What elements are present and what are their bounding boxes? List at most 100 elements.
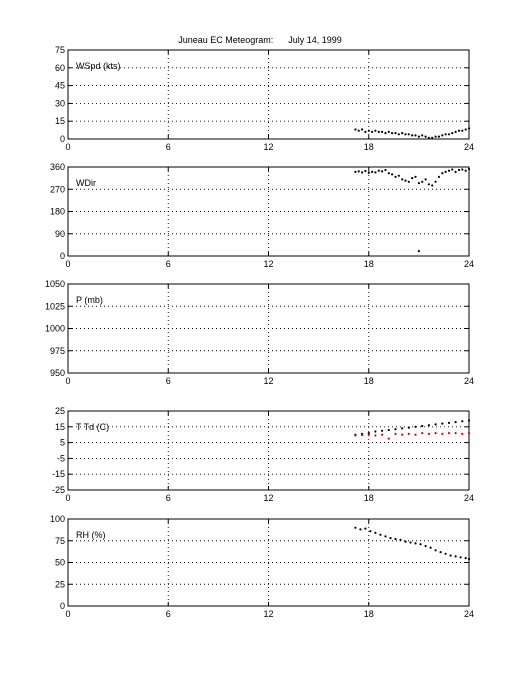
data-point <box>459 556 462 559</box>
panel-label: WSpd (kts) <box>76 61 121 71</box>
y-tick-label: -5 <box>57 453 65 463</box>
x-tick-label: 18 <box>364 493 374 503</box>
y-tick-label: 90 <box>55 229 65 239</box>
data-point <box>407 426 410 429</box>
y-tick-label: 0 <box>60 134 65 144</box>
data-point <box>467 432 471 435</box>
x-tick-label: 24 <box>464 609 474 619</box>
y-tick-label: 975 <box>50 346 65 356</box>
y-tick-label: 1050 <box>45 279 65 289</box>
data-point <box>417 182 420 185</box>
data-point <box>409 541 412 544</box>
x-tick-label: 24 <box>464 493 474 503</box>
data-point <box>394 432 397 435</box>
data-point <box>411 177 414 180</box>
data-point <box>369 530 372 533</box>
y-tick-label: 950 <box>50 368 65 378</box>
data-point <box>401 178 404 181</box>
figure-title: Juneau EC Meteogram: July 14, 1999 <box>178 35 342 45</box>
series-0 <box>354 526 471 561</box>
y-tick-label: -15 <box>52 469 65 479</box>
y-tick-label: 15 <box>55 422 65 432</box>
data-point <box>404 133 407 136</box>
data-point <box>467 127 471 130</box>
panel-4: 0 6 12 18 24 0 25 50 75 100 RH (%) <box>50 514 474 619</box>
data-point <box>434 432 437 435</box>
data-point <box>387 130 390 133</box>
data-point <box>421 424 424 428</box>
data-point <box>414 425 417 428</box>
data-point <box>431 136 434 139</box>
y-tick-label: 1025 <box>45 301 65 311</box>
y-tick-label: 75 <box>55 536 65 546</box>
data-point <box>454 130 457 133</box>
x-tick-label: 12 <box>263 609 273 619</box>
data-point <box>394 537 397 541</box>
data-point <box>407 432 410 435</box>
data-point <box>444 170 447 173</box>
data-point <box>447 421 451 424</box>
data-point <box>441 134 444 137</box>
panel-label: RH (%) <box>76 530 106 540</box>
data-point <box>399 538 402 542</box>
data-point <box>354 128 357 131</box>
y-tick-label: 50 <box>55 558 65 568</box>
data-point <box>367 433 370 436</box>
data-point <box>427 183 430 186</box>
x-tick-label: 6 <box>166 259 171 269</box>
data-point <box>414 175 417 178</box>
y-tick-label: -25 <box>52 485 65 495</box>
data-point <box>429 546 432 549</box>
data-point <box>387 172 390 175</box>
data-point <box>421 180 424 183</box>
data-point <box>391 132 394 135</box>
x-tick-label: 6 <box>166 376 171 386</box>
data-point <box>421 432 424 435</box>
y-tick-label: 30 <box>55 98 65 108</box>
data-point <box>407 180 410 183</box>
data-point <box>437 175 440 178</box>
data-point <box>434 135 437 138</box>
data-point <box>364 169 367 173</box>
data-point <box>354 170 357 173</box>
data-point <box>359 528 362 531</box>
data-point <box>417 250 420 253</box>
data-point <box>451 132 454 135</box>
data-point <box>437 135 440 138</box>
data-point <box>381 130 384 133</box>
panel-label: T Td (C) <box>76 422 109 432</box>
data-point <box>384 535 387 538</box>
panel-3: 0 6 12 18 24 -25 -15 -5 5 15 25 T Td (C) <box>52 406 474 503</box>
data-point <box>387 437 390 440</box>
panel-label: WDir <box>76 178 96 188</box>
data-point <box>434 423 437 426</box>
panel-0: 0 6 12 18 24 0 15 30 45 60 75 WSpd (kts) <box>55 45 474 152</box>
x-tick-label: 24 <box>464 376 474 386</box>
data-point <box>451 168 454 171</box>
data-point <box>439 551 442 554</box>
data-point <box>447 432 451 435</box>
data-point <box>354 526 357 529</box>
y-tick-label: 60 <box>55 63 65 73</box>
data-point <box>431 184 434 187</box>
y-tick-label: 5 <box>60 438 65 448</box>
data-point <box>444 133 447 136</box>
data-point <box>427 424 430 427</box>
x-tick-label: 6 <box>166 142 171 152</box>
data-point <box>374 434 377 437</box>
y-tick-label: 270 <box>50 184 65 194</box>
data-point <box>424 544 427 548</box>
data-point <box>424 135 427 138</box>
data-point <box>391 173 394 176</box>
data-point <box>361 171 364 174</box>
data-point <box>404 540 407 543</box>
data-point <box>357 170 360 173</box>
data-point <box>467 557 471 561</box>
data-point <box>371 170 374 173</box>
data-point <box>414 542 417 545</box>
data-point <box>401 427 404 430</box>
data-point <box>434 549 437 552</box>
data-point <box>387 428 390 432</box>
y-tick-label: 0 <box>60 251 65 261</box>
data-point <box>394 428 397 431</box>
